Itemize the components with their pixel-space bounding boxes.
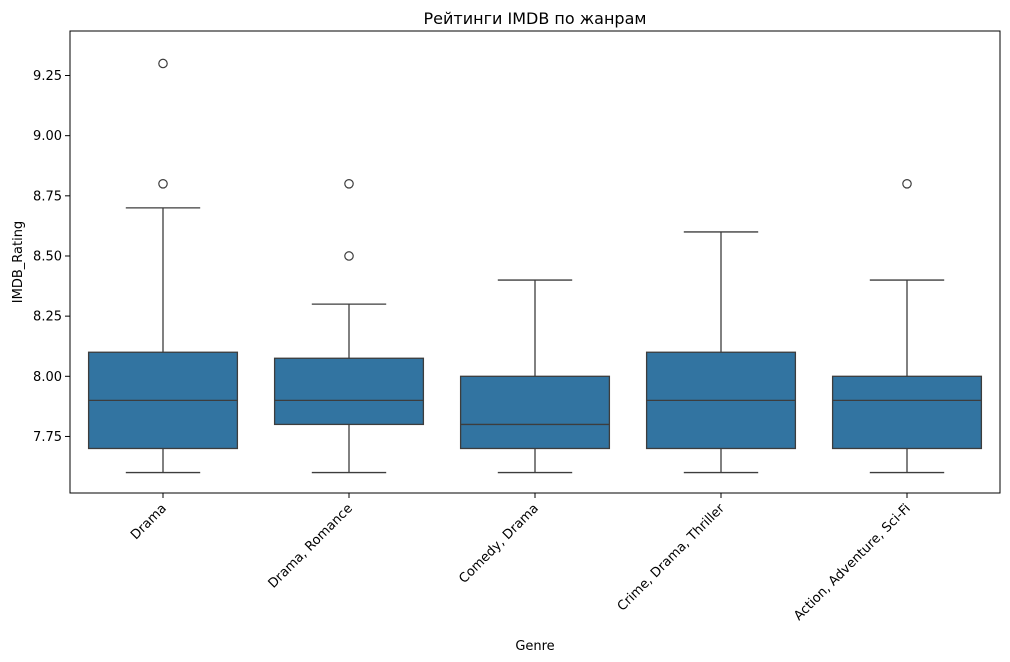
box-group	[831, 178, 983, 474]
box-group	[87, 58, 239, 474]
box-group	[459, 279, 611, 474]
box-group	[645, 231, 797, 474]
y-tick-label: 8.50	[33, 249, 62, 264]
x-tick-label: Drama, Romance	[266, 501, 356, 591]
iqr-box	[831, 375, 983, 450]
y-tick-label: 9.25	[33, 69, 62, 84]
iqr-box	[273, 357, 425, 426]
x-axis-label: Genre	[515, 639, 554, 654]
box-group	[273, 178, 425, 474]
iqr-box	[459, 375, 611, 450]
x-tick-label: Comedy, Drama	[456, 501, 541, 586]
x-axis: Drama Drama, Romance Comedy, Drama Crime, D…	[128, 493, 914, 624]
outlier-point	[158, 178, 168, 189]
outlier-point	[902, 178, 912, 189]
y-tick-label: 9.00	[33, 129, 62, 144]
chart-title: Рейтинги IMDB по жанрам	[424, 9, 647, 28]
y-axis: 7.75 8.00 8.25 8.50 8.75 9.00 9.25	[33, 69, 70, 445]
y-tick-label: 8.25	[33, 310, 62, 325]
y-axis-label: IMDB_Rating	[11, 221, 26, 303]
x-tick-label: Drama	[128, 501, 170, 543]
y-tick-label: 8.75	[33, 189, 62, 204]
outlier-point	[344, 178, 354, 189]
y-tick-label: 8.00	[33, 370, 62, 385]
y-tick-label: 7.75	[33, 430, 62, 445]
outlier-point	[158, 58, 168, 69]
x-tick-label: Action, Adventure, Sci-Fi	[791, 501, 914, 624]
x-tick-label: Crime, Drama, Thriller	[615, 501, 729, 615]
outlier-point	[344, 251, 354, 261]
boxes	[87, 58, 983, 474]
